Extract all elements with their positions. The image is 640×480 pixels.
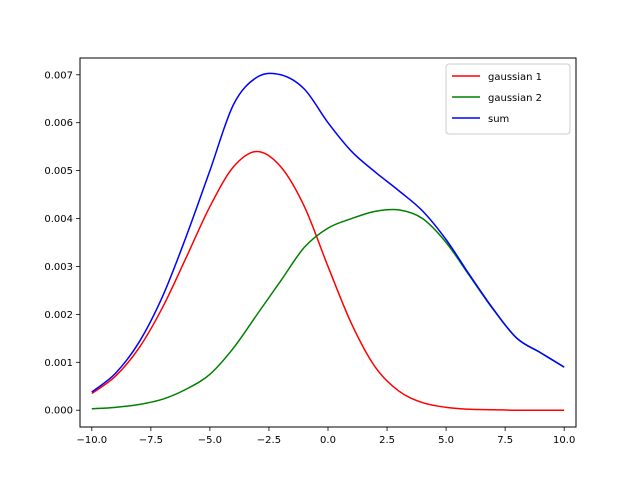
y-tick-label: 0.006 [44, 118, 73, 129]
x-tick-label: 2.5 [379, 435, 395, 446]
x-tick-label: −2.5 [257, 435, 281, 446]
y-tick-label: 0.004 [44, 214, 73, 225]
y-axis: 0.000 0.001 0.002 0.003 0.004 0.005 0.006 0.007 [44, 70, 80, 417]
y-tick-label: 0.002 [44, 310, 73, 321]
x-tick-label: 0.0 [320, 435, 336, 446]
legend-label-gaussian-1: gaussian 1 [488, 72, 542, 83]
series-line-sum [91, 72, 565, 393]
x-tick-label: 7.5 [497, 435, 513, 446]
y-tick-label: 0.003 [44, 262, 73, 273]
x-tick-label: 10.0 [553, 435, 575, 446]
x-tick-label: −10.0 [76, 435, 107, 446]
y-tick-label: 0.000 [44, 406, 73, 417]
x-tick-label: 5.0 [438, 435, 454, 446]
x-tick-label: −7.5 [139, 435, 163, 446]
y-tick-label: 0.005 [44, 166, 73, 177]
legend: gaussian 1 gaussian 2 sum [445, 63, 571, 135]
legend-label-gaussian-2: gaussian 2 [488, 93, 542, 104]
series-line-gaussian-1 [91, 150, 565, 412]
x-tick-label: −5.0 [198, 435, 222, 446]
x-axis: −10.0 −7.5 −5.0 −2.5 0.0 2.5 5.0 7.5 10.0 [76, 427, 575, 446]
legend-box [445, 63, 571, 135]
legend-label-sum: sum [488, 114, 509, 125]
y-tick-label: 0.001 [44, 358, 73, 369]
axes-frame [79, 57, 577, 428]
y-tick-label: 0.007 [44, 70, 73, 81]
plot-area [91, 72, 565, 412]
